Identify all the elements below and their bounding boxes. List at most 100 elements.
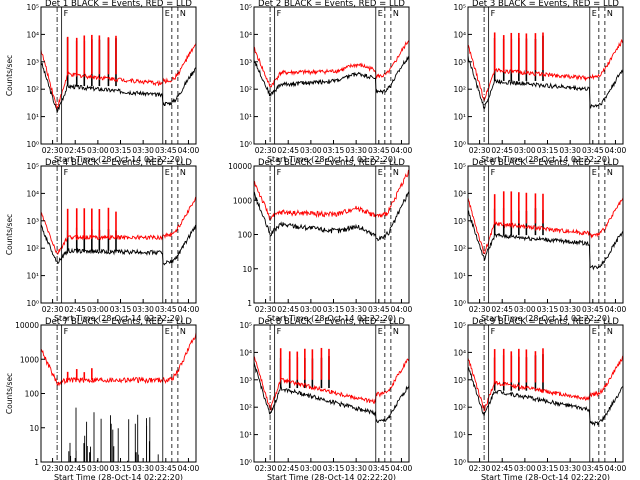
x-tick-label: 02:30 — [469, 464, 491, 473]
x-tick-label: 03:45 — [155, 305, 177, 314]
time-marker-label: F — [64, 168, 69, 177]
series-line-events-det3 — [468, 54, 623, 110]
y-tick-label: 100 — [25, 390, 40, 399]
series-line-lld-det1 — [41, 42, 196, 111]
x-axis-label: Start Time (28-Oct-14 02:22:20) — [267, 155, 396, 164]
series-line-events-det7 — [68, 407, 159, 462]
plot-frame — [253, 324, 410, 463]
series-line-lld-det3 — [468, 38, 623, 102]
y-tick-label: 10⁵ — [26, 3, 39, 12]
x-tick-label: 02:45 — [277, 305, 299, 314]
y-tick-label: 10¹ — [26, 272, 39, 281]
panel-title: Det 4 BLACK = Events, RED = LLD — [45, 158, 192, 168]
time-marker-label: E — [165, 168, 170, 177]
y-tick-label: 10² — [26, 244, 39, 253]
y-tick-label: 10⁰ — [453, 299, 466, 308]
x-tick-label: 03:45 — [368, 464, 390, 473]
x-axis-label: Start Time (28-Oct-14 02:22:20) — [54, 155, 183, 164]
x-tick-label: 02:30 — [42, 464, 64, 473]
y-tick-label: 10³ — [26, 58, 39, 67]
y-tick-label: 10³ — [453, 376, 466, 385]
y-tick-label: 10³ — [453, 58, 466, 67]
x-tick-label: 02:30 — [255, 305, 277, 314]
x-tick-label: 03:15 — [110, 146, 132, 155]
y-tick-label: 10⁵ — [26, 162, 39, 171]
y-tick-label: 10⁵ — [453, 321, 466, 330]
time-marker-label: F — [64, 9, 69, 18]
y-tick-label: 10¹ — [26, 113, 39, 122]
x-axis-label: Start Time (28-Oct-14 02:22:20) — [267, 473, 396, 480]
x-tick-label: 04:00 — [391, 305, 413, 314]
time-marker-label: N — [180, 327, 186, 336]
x-tick-label: 02:45 — [64, 305, 86, 314]
y-tick-label: 10 — [29, 424, 39, 433]
series-line-events-det4 — [41, 224, 196, 266]
x-tick-label: 02:30 — [469, 305, 491, 314]
x-tick-label: 04:00 — [605, 146, 627, 155]
plot-frame — [40, 165, 197, 304]
time-marker-label: E — [165, 9, 170, 18]
panel-title: Det 9 BLACK = Events, RED = LLD — [472, 317, 619, 327]
x-tick-label: 03:00 — [300, 305, 322, 314]
x-tick-label: 04:00 — [391, 464, 413, 473]
y-tick-label: 10² — [453, 85, 466, 94]
series-line-lld-det7 — [41, 332, 196, 387]
x-tick-label: 03:00 — [300, 146, 322, 155]
time-marker-label: F — [491, 168, 496, 177]
plot-frame — [253, 6, 410, 145]
y-tick-label: 100 — [238, 231, 253, 240]
y-tick-label: 10⁰ — [453, 140, 466, 149]
series-line-lld-det4 — [41, 196, 196, 255]
time-marker-label: E — [165, 327, 170, 336]
y-tick-label: 10⁵ — [239, 3, 252, 12]
x-tick-label: 04:00 — [178, 305, 200, 314]
y-tick-label: 10⁴ — [26, 30, 39, 39]
time-marker-label: F — [277, 9, 282, 18]
x-axis-label: Start Time (28-Oct-14 02:22:20) — [54, 314, 183, 323]
x-tick-label: 03:15 — [323, 464, 345, 473]
x-axis-label: Start Time (28-Oct-14 02:22:20) — [481, 314, 610, 323]
series-line-events-det8 — [254, 361, 409, 424]
series-line-events-det2 — [254, 55, 409, 98]
y-tick-label: 10² — [239, 85, 252, 94]
x-tick-label: 02:45 — [277, 146, 299, 155]
x-tick-label: 03:45 — [582, 464, 604, 473]
y-tick-label: 10² — [26, 85, 39, 94]
time-marker-label: F — [491, 9, 496, 18]
y-tick-label: 10⁴ — [239, 30, 252, 39]
y-tick-label: 10¹ — [239, 113, 252, 122]
y-tick-label: 10⁵ — [239, 321, 252, 330]
series-line-lld-det8 — [254, 355, 409, 411]
y-tick-label: 1 — [247, 299, 252, 308]
time-marker-label: E — [592, 9, 597, 18]
x-tick-label: 03:00 — [514, 305, 536, 314]
y-axis-label: Counts/sec — [5, 373, 14, 414]
series-line-events-det1 — [41, 61, 196, 114]
plot-frame — [40, 6, 197, 145]
x-tick-label: 03:15 — [110, 464, 132, 473]
x-tick-label: 03:45 — [155, 464, 177, 473]
x-tick-label: 03:00 — [87, 464, 109, 473]
time-marker-label: N — [393, 327, 399, 336]
time-marker-label: E — [378, 168, 383, 177]
x-tick-label: 03:00 — [300, 464, 322, 473]
x-tick-label: 03:45 — [582, 146, 604, 155]
x-tick-label: 02:30 — [42, 305, 64, 314]
x-tick-label: 03:30 — [559, 305, 581, 314]
x-tick-label: 03:30 — [132, 146, 154, 155]
x-tick-label: 03:00 — [514, 464, 536, 473]
x-axis-label: Start Time (28-Oct-14 02:22:20) — [267, 314, 396, 323]
time-marker-label: F — [491, 327, 496, 336]
time-marker-label: N — [180, 168, 186, 177]
x-tick-label: 03:30 — [345, 146, 367, 155]
x-tick-label: 03:15 — [110, 305, 132, 314]
x-tick-label: 03:45 — [155, 146, 177, 155]
x-tick-label: 04:00 — [391, 146, 413, 155]
x-axis-label: Start Time (28-Oct-14 02:22:20) — [481, 473, 610, 480]
